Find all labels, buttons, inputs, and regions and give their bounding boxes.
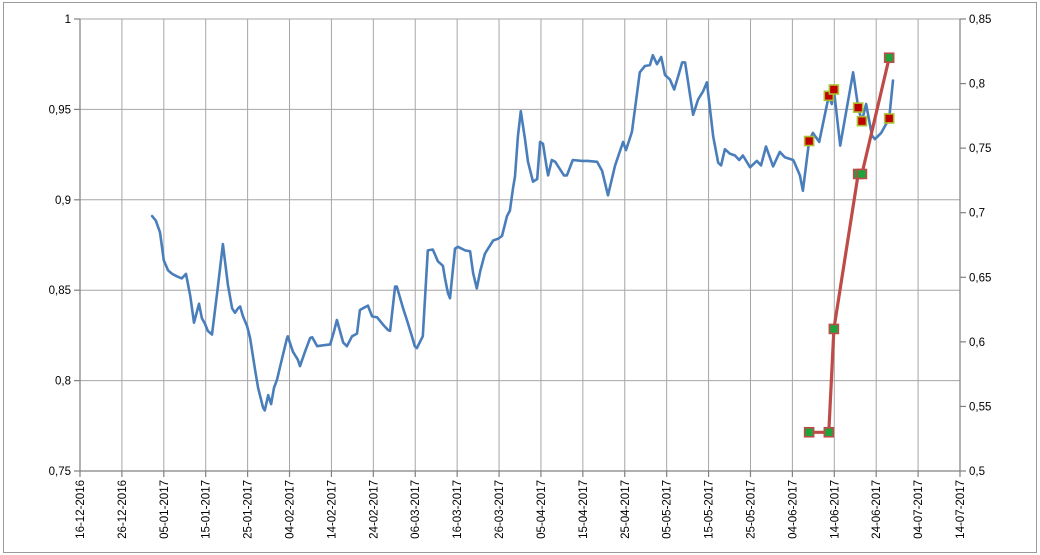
x-axis-tick-label: 15-01-2017 [201, 480, 213, 539]
right-axis-tick-label: 0,5 [969, 466, 985, 478]
right-axis-tick-label: 0,7 [969, 208, 985, 220]
x-axis-tick-label: 16-12-2016 [75, 480, 87, 539]
marked-days-red-squares-marker [828, 84, 840, 95]
x-axis-tick-label: 14-02-2017 [326, 480, 338, 539]
image-border [3, 2, 1037, 553]
x-axis-tick-label: 25-01-2017 [243, 480, 255, 539]
x-axis-tick-label: 04-02-2017 [285, 480, 297, 539]
x-axis-tick-label: 26-03-2017 [494, 480, 506, 539]
x-axis-tick-label: 05-05-2017 [662, 480, 674, 539]
x-axis-tick-label: 05-01-2017 [159, 480, 171, 539]
x-axis-tick-label: 05-04-2017 [536, 480, 548, 539]
x-axis-tick-label: 04-07-2017 [913, 480, 925, 539]
forecast-line-green-squares-line [807, 56, 891, 434]
right-axis-tick-label: 0,6 [969, 337, 985, 349]
marked-days-red-squares-marker [803, 135, 815, 147]
x-axis-tick-label: 15-05-2017 [704, 480, 716, 539]
forecast-line-green-squares-marker [828, 323, 840, 335]
daily-rate-line-line [150, 53, 895, 412]
x-axis-tick-label: 25-04-2017 [620, 480, 632, 539]
right-axis-tick-label: 0,55 [969, 401, 991, 413]
x-axis-tick-label: 26-12-2016 [117, 480, 129, 539]
forecast-line-green-squares-marker [823, 426, 835, 438]
left-axis-tick-label: 0,95 [49, 104, 71, 116]
marked-days-red-squares-marker [856, 115, 868, 127]
forecast-line-green-squares-marker [803, 426, 815, 438]
left-axis-tick-label: 0,85 [49, 285, 71, 297]
marked-days-red-squares-marker [883, 113, 895, 124]
x-axis-tick-label: 24-02-2017 [368, 480, 380, 539]
left-axis-tick-label: 0,8 [55, 376, 71, 388]
x-axis-tick-label: 15-04-2017 [578, 480, 590, 539]
forecast-line-green-squares-marker [856, 168, 868, 180]
x-axis-tick-label: 14-07-2017 [955, 480, 967, 539]
right-axis-tick-label: 0,65 [969, 272, 991, 284]
right-axis-tick-label: 0,75 [969, 143, 991, 155]
x-axis-tick-label: 04-06-2017 [787, 480, 799, 539]
left-axis-tick-label: 1 [65, 14, 71, 26]
right-axis-tick-label: 0,85 [969, 14, 991, 26]
left-axis-tick-label: 0,9 [55, 195, 71, 207]
x-axis-tick-label: 25-05-2017 [745, 480, 757, 539]
x-axis-tick-label: 16-03-2017 [452, 480, 464, 539]
forecast-line-green-squares-marker [883, 52, 895, 64]
left-axis-tick-label: 0,75 [49, 466, 71, 478]
marked-days-red-squares-marker [852, 102, 864, 113]
x-axis-tick-label: 06-03-2017 [410, 480, 422, 539]
right-axis-tick-label: 0,8 [969, 79, 985, 91]
x-axis-tick-label: 24-06-2017 [871, 480, 883, 539]
x-axis-tick-label: 14-06-2017 [829, 480, 841, 539]
